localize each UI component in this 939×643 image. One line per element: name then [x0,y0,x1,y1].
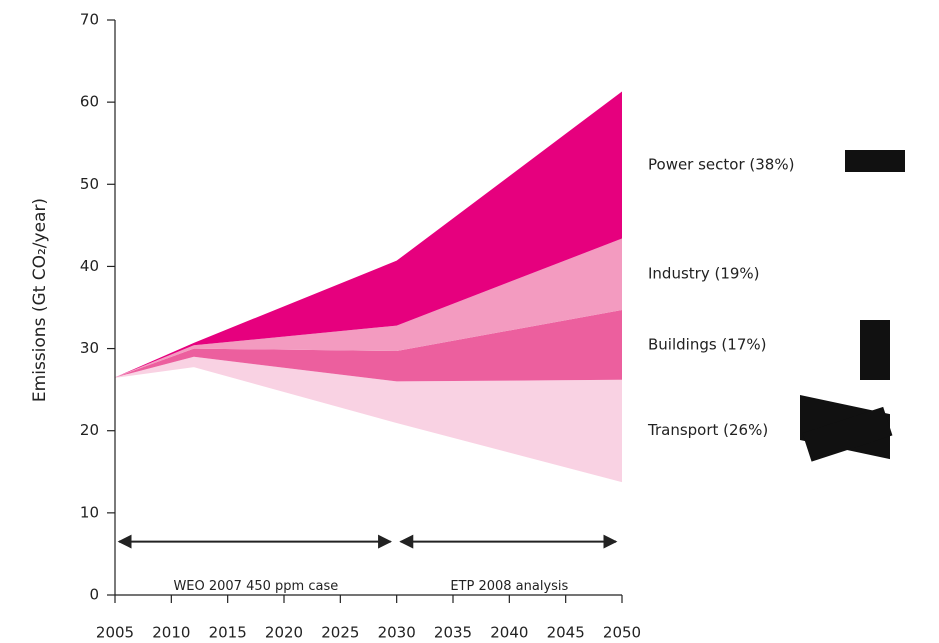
areas [114,91,623,483]
annotation-text: WEO 2007 450 ppm case [173,579,338,594]
icon-buildings [860,320,890,380]
icon-power [845,150,905,172]
x-tick-label: 2030 [378,624,416,640]
legend-label: Transport (26%) [647,421,768,439]
x-tick-label: 2040 [490,624,528,640]
area [115,91,622,378]
x-tick-label: 2010 [152,624,190,640]
x-tick-label: 2020 [265,624,303,640]
area [115,356,622,482]
x-tick-label: 2015 [209,624,247,640]
y-tick-label: 30 [80,339,99,357]
icons [800,150,905,462]
legend-label: Power sector (38%) [648,155,794,173]
x-tick-label: 2045 [547,624,585,640]
legend-label: Buildings (17%) [648,335,766,353]
y-tick-label: 60 [80,93,99,111]
y-axis-label: Emissions (Gt CO₂/year) [30,198,50,402]
y-tick-label: 10 [80,503,99,521]
icon-transport [802,406,893,462]
x-tick-label: 2035 [434,624,472,640]
y-tick-label: 50 [80,175,99,193]
annotation-text: ETP 2008 analysis [450,579,568,594]
area [115,238,622,378]
y-tick-label: 40 [80,257,99,275]
x-tick-label: 2025 [321,624,359,640]
x-tick-label: 2005 [96,624,134,640]
y-tick-label: 20 [80,421,99,439]
y-tick-label: 0 [89,586,99,604]
legend-label: Industry (19%) [648,265,760,283]
area [115,309,622,382]
x-tick-label: 2050 [603,624,641,640]
y-tick-label: 70 [80,11,99,29]
